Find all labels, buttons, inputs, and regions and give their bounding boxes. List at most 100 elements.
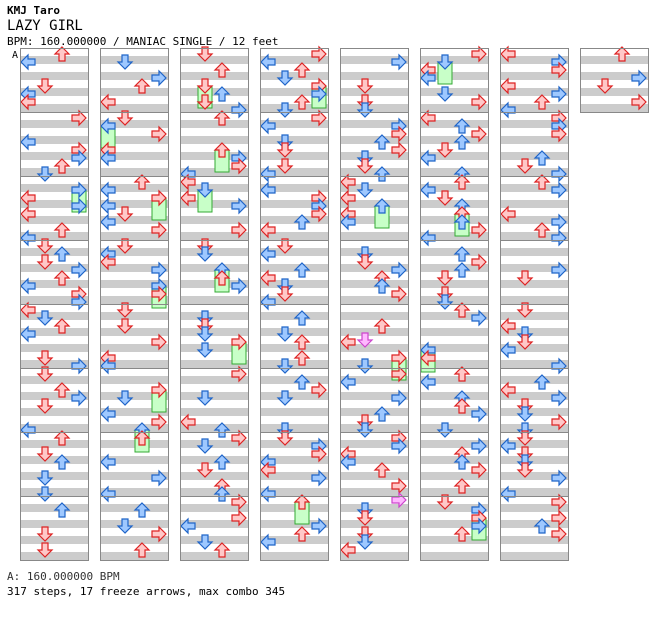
beat-band: [420, 232, 488, 240]
beat-band: [580, 104, 648, 112]
beat-band: [260, 392, 328, 400]
beat-band: [20, 312, 88, 320]
beat-band: [260, 408, 328, 416]
beat-band: [420, 392, 488, 400]
beat-band: [500, 312, 568, 320]
beat-band: [500, 344, 568, 352]
beat-band: [340, 312, 408, 320]
beat-band: [500, 408, 568, 416]
beat-band: [420, 360, 488, 368]
beat-band: [180, 520, 248, 528]
beat-band: [20, 216, 88, 224]
beat-band: [260, 328, 328, 336]
beat-band: [260, 312, 328, 320]
beat-band: [340, 376, 408, 384]
beat-band: [20, 88, 88, 96]
beat-band: [100, 296, 168, 304]
beat-band: [20, 424, 88, 432]
beat-band: [500, 552, 568, 560]
beat-band: [500, 536, 568, 544]
beat-band: [180, 296, 248, 304]
beat-band: [340, 408, 408, 416]
measure-frame: [500, 496, 569, 561]
beat-band: [180, 456, 248, 464]
measure-frame: [580, 48, 649, 113]
beat-band: [260, 488, 328, 496]
beat-band: [20, 264, 88, 272]
beat-band: [100, 56, 168, 64]
beat-band: [420, 440, 488, 448]
beat-band: [180, 424, 248, 432]
beat-band: [20, 120, 88, 128]
beat-band: [500, 440, 568, 448]
beat-band: [420, 472, 488, 480]
measure-frame: [420, 496, 489, 561]
beat-band: [260, 120, 328, 128]
beat-band: [100, 488, 168, 496]
beat-band: [340, 424, 408, 432]
beat-band: [340, 248, 408, 256]
beat-band: [20, 328, 88, 336]
beat-band: [20, 296, 88, 304]
beat-band: [100, 264, 168, 272]
beat-band: [100, 152, 168, 160]
beat-band: [500, 424, 568, 432]
beat-band: [500, 88, 568, 96]
beat-band: [420, 536, 488, 544]
beat-band: [20, 344, 88, 352]
beat-band: [20, 152, 88, 160]
beat-band: [20, 488, 88, 496]
beat-band: [180, 504, 248, 512]
beat-band: [100, 520, 168, 528]
beat-band: [180, 152, 248, 160]
beat-band: [260, 88, 328, 96]
beat-band: [260, 520, 328, 528]
beat-band: [340, 296, 408, 304]
beat-band: [100, 200, 168, 208]
beat-band: [20, 104, 88, 112]
beat-band: [180, 360, 248, 368]
beat-band: [20, 168, 88, 176]
beat-band: [260, 264, 328, 272]
beat-band: [100, 312, 168, 320]
beat-band: [180, 72, 248, 80]
beat-band: [20, 184, 88, 192]
beat-band: [500, 328, 568, 336]
beat-band: [100, 280, 168, 288]
beat-band: [100, 504, 168, 512]
beat-band: [260, 296, 328, 304]
beat-band: [180, 184, 248, 192]
beat-band: [20, 232, 88, 240]
bpm-footer: A: 160.000000 BPM: [7, 570, 120, 583]
beat-band: [100, 536, 168, 544]
beat-band: [180, 328, 248, 336]
beat-band: [420, 552, 488, 560]
beat-band: [100, 88, 168, 96]
beat-band: [100, 136, 168, 144]
beat-band: [20, 360, 88, 368]
beat-band: [20, 56, 88, 64]
beat-band: [500, 296, 568, 304]
beat-band: [340, 280, 408, 288]
beat-band: [100, 232, 168, 240]
beat-band: [340, 72, 408, 80]
beat-band: [260, 536, 328, 544]
measure-frame: [260, 496, 329, 561]
beat-band: [340, 456, 408, 464]
beat-band: [100, 120, 168, 128]
beat-band: [100, 472, 168, 480]
beat-band: [20, 392, 88, 400]
beat-band: [180, 552, 248, 560]
beat-band: [340, 216, 408, 224]
beat-band: [260, 376, 328, 384]
beat-band: [100, 552, 168, 560]
beat-band: [340, 120, 408, 128]
beat-band: [420, 200, 488, 208]
beat-band: [340, 56, 408, 64]
beat-band: [340, 184, 408, 192]
beat-band: [260, 216, 328, 224]
beat-band: [180, 392, 248, 400]
beat-band: [20, 376, 88, 384]
beat-band: [420, 104, 488, 112]
